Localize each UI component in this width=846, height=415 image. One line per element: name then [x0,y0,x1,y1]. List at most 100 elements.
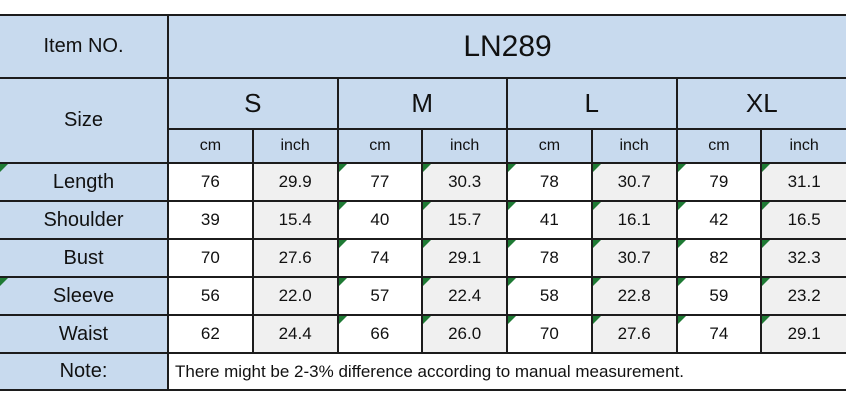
green-triangle-icon [678,164,686,172]
measurement-value: 41 [540,210,559,229]
green-triangle-icon [593,164,601,172]
size-header-l: L [507,78,677,129]
value-cell: 70 [507,315,592,353]
measurement-row-sleeve: Sleeve 56 22.0 57 22.4 58 22.8 59 23.2 [0,277,846,315]
size-header-row: Size S M L XL [0,78,846,129]
measurement-row-length: Length 76 29.9 77 30.3 78 30.7 79 31.1 [0,163,846,201]
unit-cm-header: cm [507,129,592,163]
value-cell: 76 [168,163,253,201]
measurement-value: 27.6 [618,324,651,343]
unit-cm-header: cm [168,129,253,163]
note-row: Note: There might be 2-3% difference acc… [0,353,846,390]
value-cell: 74 [677,315,762,353]
value-cell: 29.9 [253,163,338,201]
note-label: Note: [0,353,168,390]
size-label: Size [0,78,168,163]
value-cell: 26.0 [422,315,507,353]
row-label: Shoulder [43,209,123,231]
value-cell: 78 [507,163,592,201]
size-header-m: M [338,78,508,129]
measurement-value: 15.7 [448,210,481,229]
measurement-value: 27.6 [279,248,312,267]
green-triangle-icon [593,202,601,210]
green-triangle-icon [339,316,347,324]
value-cell: 66 [338,315,423,353]
unit-cm-header: cm [677,129,762,163]
value-cell: 15.4 [253,201,338,239]
green-triangle-icon [423,202,431,210]
green-triangle-icon [678,202,686,210]
unit-inch-header: inch [253,129,338,163]
measurement-value: 62 [201,324,220,343]
measurement-row-waist: Waist 62 24.4 66 26.0 70 27.6 74 29.1 [0,315,846,353]
green-triangle-icon [678,316,686,324]
value-cell: 82 [677,239,762,277]
green-triangle-icon [339,278,347,286]
value-cell: 22.8 [592,277,677,315]
value-cell: 16.5 [761,201,846,239]
measurement-value: 76 [201,172,220,191]
value-cell: 29.1 [761,315,846,353]
measurement-value: 70 [201,248,220,267]
green-triangle-icon [508,240,516,248]
measurement-value: 31.1 [788,172,821,191]
value-cell: 74 [338,239,423,277]
value-cell: 29.1 [422,239,507,277]
value-cell: 59 [677,277,762,315]
row-label-sleeve: Sleeve [0,277,168,315]
value-cell: 62 [168,315,253,353]
value-cell: 70 [168,239,253,277]
green-triangle-icon [508,202,516,210]
measurement-value: 16.5 [788,210,821,229]
value-cell: 16.1 [592,201,677,239]
green-triangle-icon [339,202,347,210]
row-label: Bust [63,247,103,269]
green-triangle-icon [339,240,347,248]
value-cell: 24.4 [253,315,338,353]
unit-inch-header: inch [592,129,677,163]
measurement-value: 58 [540,286,559,305]
green-triangle-icon [339,164,347,172]
value-cell: 78 [507,239,592,277]
measurement-value: 56 [201,286,220,305]
green-triangle-icon [593,240,601,248]
measurement-value: 15.4 [279,210,312,229]
measurement-value: 82 [709,248,728,267]
measurement-value: 74 [709,324,728,343]
value-cell: 77 [338,163,423,201]
measurement-value: 70 [540,324,559,343]
value-cell: 30.3 [422,163,507,201]
row-label: Waist [59,323,108,345]
green-triangle-icon [762,240,770,248]
measurement-value: 22.0 [279,286,312,305]
measurement-value: 30.3 [448,172,481,191]
unit-cm-header: cm [338,129,423,163]
measurement-value: 79 [709,172,728,191]
measurement-row-bust: Bust 70 27.6 74 29.1 78 30.7 82 32.3 [0,239,846,277]
measurement-value: 78 [540,248,559,267]
green-triangle-icon [762,164,770,172]
measurement-value: 57 [370,286,389,305]
green-triangle-icon [508,316,516,324]
measurement-value: 30.7 [618,248,651,267]
row-label-bust: Bust [0,239,168,277]
measurement-value: 23.2 [788,286,821,305]
measurement-value: 74 [370,248,389,267]
measurement-value: 32.3 [788,248,821,267]
value-cell: 15.7 [422,201,507,239]
measurement-value: 59 [709,286,728,305]
measurement-value: 78 [540,172,559,191]
measurement-value: 30.7 [618,172,651,191]
value-cell: 56 [168,277,253,315]
green-triangle-icon [508,164,516,172]
measurement-value: 22.8 [618,286,651,305]
value-cell: 30.7 [592,239,677,277]
green-triangle-icon [423,164,431,172]
measurement-value: 29.1 [788,324,821,343]
unit-inch-header: inch [761,129,846,163]
value-cell: 40 [338,201,423,239]
row-label-shoulder: Shoulder [0,201,168,239]
note-text: There might be 2-3% difference according… [168,353,846,390]
value-cell: 30.7 [592,163,677,201]
green-triangle-icon [678,278,686,286]
